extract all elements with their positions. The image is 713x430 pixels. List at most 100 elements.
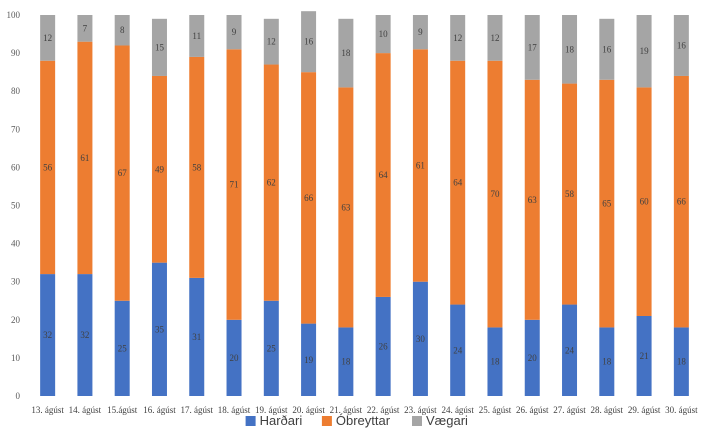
x-tick-label: 30. ágúst	[665, 405, 698, 415]
data-label: 8	[120, 25, 125, 35]
data-label: 66	[677, 197, 687, 207]
data-label: 16	[304, 37, 314, 47]
bar-segment	[487, 15, 503, 61]
bar-segment	[301, 11, 317, 73]
bar-segment	[412, 49, 428, 282]
data-label: 17	[528, 42, 538, 52]
bar-segment	[636, 15, 652, 88]
data-label: 63	[528, 195, 538, 205]
data-label: 12	[490, 33, 499, 43]
y-tick-label: 100	[7, 10, 21, 20]
bar-segment	[40, 15, 56, 61]
legend-label: Harðari	[260, 413, 303, 428]
data-label: 12	[267, 37, 276, 47]
x-tick-label: 23. ágúst	[404, 405, 437, 415]
bar-segment	[226, 49, 242, 320]
data-label: 60	[640, 197, 650, 207]
bar-segment	[226, 15, 242, 50]
legend-swatch	[321, 416, 332, 426]
data-label: 35	[155, 324, 165, 334]
data-label: 64	[453, 178, 463, 188]
data-label: 18	[490, 357, 500, 367]
x-tick-label: 13. ágúst	[31, 405, 64, 415]
bar-segment	[263, 18, 279, 65]
x-tick-label: 22. ágúst	[367, 405, 400, 415]
y-tick-label: 40	[11, 239, 21, 249]
x-tick-label: 20. ágúst	[292, 405, 325, 415]
data-label: 67	[118, 168, 128, 178]
data-label: 58	[565, 189, 575, 199]
data-label: 64	[379, 170, 389, 180]
data-label: 15	[155, 42, 165, 52]
bar-segment	[114, 45, 130, 301]
bar-segment	[40, 274, 56, 396]
data-label: 21	[640, 351, 649, 361]
bar-segment	[151, 18, 167, 76]
y-tick-label: 70	[11, 124, 21, 134]
bar-segment	[338, 87, 354, 328]
data-label: 62	[267, 178, 276, 188]
bar-segment	[151, 262, 167, 396]
x-tick-label: 26. ágúst	[516, 405, 549, 415]
data-label: 18	[602, 357, 612, 367]
bar-segment	[524, 79, 540, 320]
data-label: 9	[418, 27, 423, 37]
y-tick-label: 10	[11, 353, 21, 363]
bar-segment	[487, 327, 503, 396]
legend-swatch	[245, 416, 256, 426]
legend-label: Vægari	[426, 413, 468, 428]
bar-segment	[77, 41, 93, 275]
data-label: 18	[565, 44, 575, 54]
y-tick-label: 90	[11, 48, 21, 58]
data-label: 71	[230, 180, 239, 190]
data-label: 32	[43, 330, 52, 340]
data-label: 30	[416, 334, 426, 344]
data-label: 56	[43, 162, 53, 172]
y-tick-label: 0	[16, 391, 21, 401]
bar-segment	[487, 60, 503, 328]
bar-segment	[263, 300, 279, 396]
bar-segment	[189, 15, 205, 57]
bar-segment	[412, 15, 428, 50]
data-label: 61	[80, 153, 89, 163]
bar-segment	[562, 304, 578, 396]
x-tick-label: 25. ágúst	[479, 405, 512, 415]
x-tick-label: 27. ágúst	[553, 405, 586, 415]
bar-segment	[301, 72, 317, 324]
data-label: 61	[416, 160, 425, 170]
bars	[40, 11, 689, 396]
bar-segment	[263, 64, 279, 301]
data-label: 65	[602, 199, 612, 209]
bar-segment	[450, 15, 466, 61]
data-label: 16	[602, 44, 612, 54]
data-label: 18	[677, 357, 687, 367]
bar-segment	[524, 15, 540, 80]
bar-segment	[562, 15, 578, 84]
bar-segment	[599, 18, 615, 80]
x-tick-label: 18. ágúst	[218, 405, 251, 415]
data-label: 20	[230, 353, 240, 363]
data-label: 26	[379, 341, 389, 351]
y-tick-label: 60	[11, 162, 21, 172]
legend-swatch	[412, 416, 422, 426]
bar-segment	[114, 300, 130, 396]
y-tick-label: 80	[11, 86, 21, 96]
data-label: 12	[453, 33, 462, 43]
bar-segment	[338, 18, 354, 88]
legend-label: Óbreyttar	[336, 413, 391, 428]
bar-segment	[599, 79, 615, 328]
bar-segment	[450, 304, 466, 396]
x-tick-label: 21. ágúst	[330, 405, 363, 415]
bar-segment	[636, 87, 652, 316]
data-label: 18	[341, 357, 351, 367]
data-label: 49	[155, 164, 165, 174]
bar-segment	[189, 56, 205, 278]
x-axis-ticks: 13. ágúst 14. ágúst 15.ágúst 16. ágúst 17. á…	[31, 405, 698, 415]
data-label: 58	[192, 162, 202, 172]
x-tick-label: 24. ágúst	[441, 405, 474, 415]
bar-segment	[375, 53, 391, 297]
data-label: 9	[232, 27, 237, 37]
data-label: 70	[490, 189, 500, 199]
x-tick-label: 16. ágúst	[143, 405, 176, 415]
